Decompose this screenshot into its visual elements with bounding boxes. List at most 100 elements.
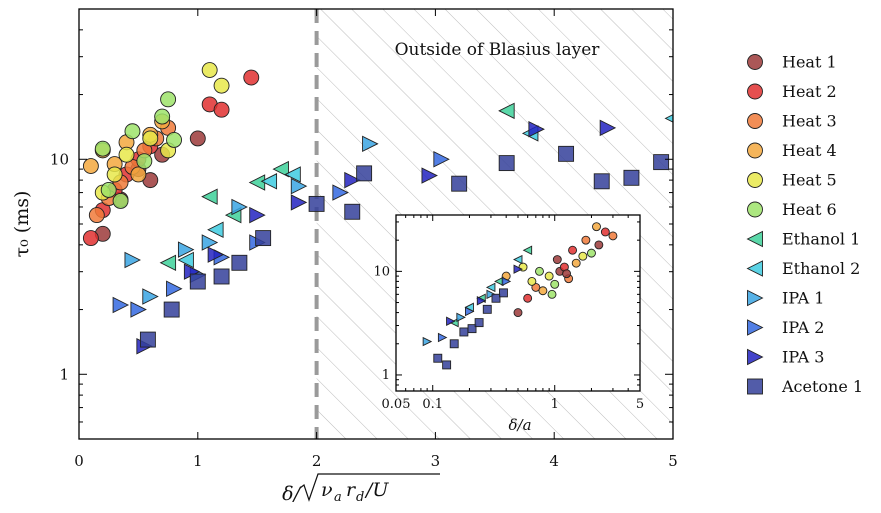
legend-marker-ipa-1 (748, 291, 763, 306)
legend-label: IPA 3 (782, 348, 824, 367)
legend-label: IPA 2 (782, 318, 824, 337)
inset-point-heat (569, 246, 577, 254)
point-acetone-1 (232, 255, 247, 270)
point-heat-6 (161, 92, 176, 107)
point-heat-2 (244, 70, 259, 85)
point-heat-6 (155, 109, 170, 124)
inset-x-tick-label: 5 (636, 397, 644, 412)
legend-label: Heat 2 (782, 82, 837, 101)
inset-point-heat (548, 290, 556, 298)
point-acetone-1 (452, 176, 467, 191)
legend-label: Heat 4 (782, 141, 837, 160)
point-heat-4 (131, 167, 146, 182)
x-tick-label: 1 (193, 452, 203, 470)
point-heat-6 (101, 182, 116, 197)
x-axis-label-sub-d: d (356, 490, 364, 505)
inset-point-heat (582, 236, 590, 244)
y-tick-label: 1 (59, 365, 69, 383)
legend-marker-ipa-2 (748, 320, 763, 335)
legend-marker-acetone-1 (748, 379, 763, 394)
x-axis-label-prefix: δ/ (282, 483, 301, 505)
legend-label: Ethanol 2 (782, 259, 860, 278)
x-axis-label-nu: ν (321, 479, 333, 501)
x-axis-label: δ/ ν a r d /U (282, 474, 440, 505)
inset-x-tick-label: 1 (551, 397, 559, 412)
inset-point-heat (609, 232, 617, 240)
region-label: Outside of Blasius layer (395, 40, 601, 60)
legend-marker-heat-1 (748, 55, 763, 70)
inset-point-heat (563, 270, 571, 278)
inset-x-tick-label: 0.1 (422, 397, 443, 412)
point-heat-6 (95, 141, 110, 156)
x-tick-label: 0 (74, 452, 84, 470)
point-heat-6 (125, 124, 140, 139)
legend-label: Heat 1 (782, 53, 837, 72)
legend-marker-heat-4 (748, 143, 763, 158)
point-acetone-1 (164, 302, 179, 317)
legend-marker-heat-5 (748, 173, 763, 188)
inset-point-heat (535, 267, 543, 275)
inset-point-heat (593, 223, 601, 231)
point-acetone-1 (140, 332, 155, 347)
inset-point-acetone (475, 319, 483, 327)
inset-point-acetone (443, 361, 451, 369)
inset-y-tick-label: 1 (382, 368, 390, 383)
inset-point-heat (524, 294, 532, 302)
inset-point-acetone (434, 354, 442, 362)
legend-marker-heat-3 (748, 114, 763, 129)
inset-point-heat (595, 241, 603, 249)
point-heat-6 (167, 132, 182, 147)
legend-marker-ipa-3 (748, 350, 763, 365)
point-heat-4 (83, 159, 98, 174)
legend-label: Heat 3 (782, 112, 837, 131)
point-heat-5 (143, 131, 158, 146)
point-heat-6 (137, 154, 152, 169)
point-acetone-1 (309, 196, 324, 211)
point-acetone-1 (654, 155, 669, 170)
legend-marker-ethanol-2 (748, 261, 763, 276)
point-heat-5 (202, 63, 217, 78)
point-acetone-1 (190, 274, 205, 289)
point-heat-6 (113, 193, 128, 208)
point-heat-5 (107, 167, 122, 182)
inset-point-heat (587, 249, 595, 257)
point-heat-2 (214, 102, 229, 117)
point-acetone-1 (594, 174, 609, 189)
inset-point-heat (572, 259, 580, 267)
inset-point-heat (553, 256, 561, 264)
point-acetone-1 (499, 156, 514, 171)
point-acetone-1 (214, 269, 229, 284)
point-acetone-1 (624, 170, 639, 185)
inset-point-acetone (483, 305, 491, 313)
legend-marker-heat-2 (748, 84, 763, 99)
legend: Heat 1 Heat 2 Heat 3 Heat 4 Heat 5 Heat 6 Etha… (748, 53, 864, 397)
inset-point-heat (551, 280, 559, 288)
inset-point-acetone (499, 289, 507, 297)
inset-point-acetone (460, 328, 468, 336)
point-heat-5 (214, 78, 229, 93)
inset-point-heat (601, 228, 609, 236)
point-heat-2 (83, 231, 98, 246)
inset-point-heat (545, 272, 553, 280)
point-acetone-1 (357, 166, 372, 181)
inset-point-acetone (450, 340, 458, 348)
x-tick-label: 4 (549, 452, 559, 470)
legend-label: Acetone 1 (781, 377, 863, 396)
x-tick-label: 5 (668, 452, 678, 470)
legend-label: Ethanol 1 (782, 230, 860, 249)
inset-point-acetone (492, 294, 500, 302)
inset-point-heat (528, 277, 536, 285)
y-tick-label: 10 (50, 150, 69, 168)
inset-point-heat (539, 287, 547, 295)
point-acetone-1 (345, 204, 360, 219)
x-axis-label-sub-a: a (334, 490, 342, 505)
point-acetone-1 (559, 146, 574, 161)
y-axis-label: τ₀ (ms) (11, 191, 33, 258)
inset-point-heat (579, 252, 587, 260)
legend-marker-ethanol-1 (748, 232, 763, 247)
inset-point-heat (514, 309, 522, 317)
legend-label: Heat 5 (782, 171, 837, 190)
inset-x-axis-label: δ/a (508, 416, 531, 434)
inset-x-tick-label: 0.05 (382, 397, 411, 412)
